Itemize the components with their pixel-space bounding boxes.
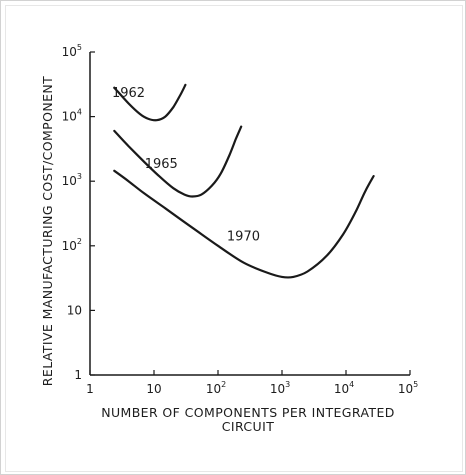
x-axis-label-line2: CIRCUIT [222, 419, 274, 434]
y-tick-label: 104 [62, 108, 82, 124]
x-axis-ticks: 1 10 102 103 104 105 [86, 370, 418, 396]
y-tick-label: 1 [74, 368, 82, 382]
series-curves [113, 83, 375, 279]
series-label-1970: 1970 [227, 230, 260, 245]
curve-1970 [113, 169, 375, 279]
x-axis-label: NUMBER OF COMPONENTS PER INTEGRATED [101, 405, 395, 420]
x-tick-label: 1 [86, 382, 94, 396]
series-label-1965: 1965 [145, 157, 178, 172]
x-tick-label: 102 [206, 380, 226, 396]
x-tick-label: 103 [270, 380, 290, 396]
x-tick-label: 104 [334, 380, 354, 396]
curve-1965 [113, 125, 243, 198]
y-tick-label: 103 [62, 172, 82, 188]
series-labels: 1962 1965 1970 [112, 86, 260, 245]
x-tick-label: 10 [146, 382, 161, 396]
y-tick-label: 10 [67, 303, 82, 317]
y-tick-label: 102 [62, 237, 82, 253]
chart-axes [89, 52, 410, 376]
curve-1962 [113, 83, 187, 122]
series-label-1962: 1962 [112, 86, 145, 101]
y-axis-ticks: 1 10 102 103 104 105 [62, 43, 95, 382]
figure-inner-frame [5, 5, 463, 472]
y-axis-label: RELATIVE MANUFACTURING COST/COMPONENT [40, 76, 55, 386]
x-tick-label: 105 [398, 380, 418, 396]
y-tick-label: 105 [62, 43, 82, 59]
